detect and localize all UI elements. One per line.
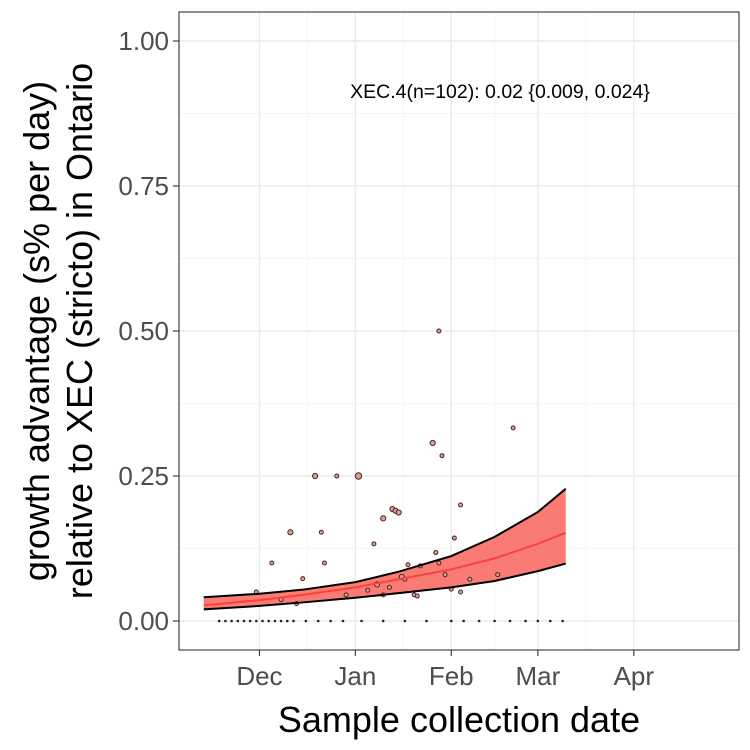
data-point-zero <box>536 619 540 623</box>
data-point-zero <box>548 619 552 623</box>
ribbon-lower-bound <box>203 562 567 611</box>
data-point <box>300 576 306 582</box>
data-point-zero <box>304 619 308 623</box>
data-point-zero <box>242 619 246 623</box>
data-point <box>510 425 516 431</box>
data-point <box>380 515 387 522</box>
data-point <box>442 572 448 578</box>
data-point <box>395 509 402 516</box>
data-point-zero <box>403 619 407 623</box>
data-point-zero <box>477 619 481 623</box>
data-point <box>318 529 324 535</box>
data-point-zero <box>267 619 271 623</box>
data-point <box>451 535 457 541</box>
data-point-zero <box>224 619 227 623</box>
data-point <box>439 453 445 459</box>
data-point-zero <box>425 619 428 623</box>
data-point-zero <box>316 619 320 623</box>
data-point-zero <box>248 619 252 623</box>
data-point <box>386 584 392 590</box>
data-point-zero <box>449 619 453 623</box>
data-point <box>429 439 436 447</box>
data-point-zero <box>381 619 385 623</box>
data-point <box>495 572 501 578</box>
data-point <box>334 473 340 479</box>
y-tick-label: 1.00 <box>118 26 169 56</box>
panel <box>178 11 740 651</box>
fit-line-group <box>203 487 567 611</box>
data-point <box>269 560 275 566</box>
x-axis: Dec Jan Feb Mar Apr <box>236 650 654 691</box>
data-point-zero <box>360 619 363 623</box>
y-tick-label: 0.50 <box>118 316 169 346</box>
data-point <box>458 589 464 595</box>
data-point <box>321 560 327 566</box>
data-point-zero <box>279 619 283 623</box>
data-point <box>312 472 319 480</box>
x-tick-label: Jan <box>334 661 376 691</box>
data-point-zero <box>493 619 496 623</box>
data-point-zero <box>273 619 277 623</box>
data-point <box>354 472 363 480</box>
data-point-zero <box>261 619 264 623</box>
confidence-ribbon-group <box>203 488 566 610</box>
y-axis: 0.00 0.25 0.50 0.75 1.00 <box>118 26 179 636</box>
data-point <box>414 593 420 599</box>
data-point-zero <box>341 619 345 623</box>
y-tick-label: 0.75 <box>118 171 169 201</box>
data-point <box>458 502 464 508</box>
data-point-zero <box>255 619 258 623</box>
annotation-text: XEC.4(n=102): 0.02 {0.009, 0.024} <box>350 81 650 103</box>
x-tick-label: Dec <box>236 661 282 691</box>
data-point <box>287 529 294 536</box>
data-point <box>433 550 439 556</box>
data-point-zero <box>217 619 221 623</box>
data-point-zero <box>230 619 233 623</box>
data-point-zero <box>508 619 512 623</box>
data-point-zero <box>236 619 240 623</box>
data-point <box>436 560 442 566</box>
x-axis-title: Sample collection date <box>278 699 640 740</box>
data-point-zero <box>329 619 332 623</box>
data-point <box>365 587 371 593</box>
data-point-zero <box>462 619 465 623</box>
ribbon-upper-bound <box>203 487 567 599</box>
data-point <box>467 576 473 582</box>
data-point-zero <box>285 619 289 623</box>
data-point-zero <box>561 619 564 623</box>
y-axis-title-line-2: relative to XEC (stricto) in Ontario <box>59 63 100 599</box>
data-point <box>405 562 411 568</box>
fit-line <box>203 531 567 607</box>
data-point-zero <box>292 619 295 623</box>
data-point-zero <box>524 619 527 623</box>
data-point <box>371 541 377 547</box>
y-tick-label: 0.00 <box>118 606 169 636</box>
confidence-ribbon <box>203 488 566 610</box>
y-axis-title-line-1: growth advantage (s% per day) <box>16 81 57 581</box>
data-point <box>436 328 442 334</box>
y-tick-label: 0.25 <box>118 461 169 491</box>
data-point <box>343 592 349 598</box>
x-tick-label: Apr <box>614 661 655 691</box>
x-tick-label: Mar <box>516 661 561 691</box>
x-tick-label: Feb <box>429 661 474 691</box>
